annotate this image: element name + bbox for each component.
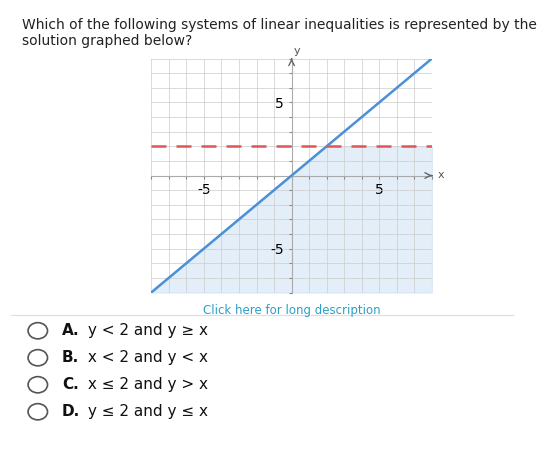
Text: Click here for long description: Click here for long description <box>203 304 380 317</box>
Text: Which of the following systems of linear inequalities is represented by the
solu: Which of the following systems of linear… <box>22 18 536 48</box>
Text: A.: A. <box>62 323 80 338</box>
Text: y ≤ 2 and y ≤ x: y ≤ 2 and y ≤ x <box>83 404 207 419</box>
Text: y < 2 and y ≥ x: y < 2 and y ≥ x <box>83 323 207 338</box>
Text: D.: D. <box>62 404 80 419</box>
Text: y: y <box>294 46 300 56</box>
Text: x ≤ 2 and y > x: x ≤ 2 and y > x <box>83 377 207 392</box>
Text: B.: B. <box>62 350 79 365</box>
Text: x: x <box>437 171 444 180</box>
Text: x < 2 and y < x: x < 2 and y < x <box>83 350 207 365</box>
Text: C.: C. <box>62 377 79 392</box>
